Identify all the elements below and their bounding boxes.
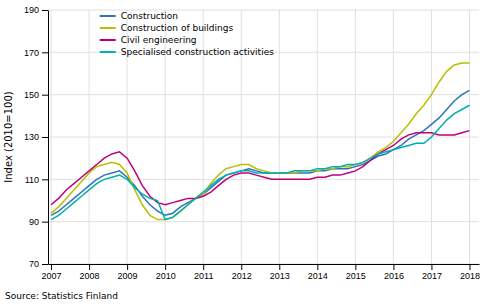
tick-mark (42, 137, 48, 138)
grid-line (48, 10, 479, 11)
axis-line (49, 264, 480, 265)
plot: 2007 2008 2009 2010 2011 2012 2013 2014 2015 2016… (3, 5, 480, 281)
tick-mark (431, 264, 432, 270)
tick-mark (42, 179, 48, 180)
legend-label: Specialised construction activities (121, 47, 274, 57)
tick-mark (393, 264, 394, 270)
tick: 2009 (118, 264, 138, 281)
tick-label: 2015 (346, 271, 366, 281)
tick-label: 2014 (308, 271, 328, 281)
tick-label: 190 (24, 5, 39, 15)
tick-label: 110 (25, 175, 39, 185)
line (51, 105, 469, 219)
y-axis-label: Index (2010=100) (3, 91, 14, 183)
tick-label: 2017 (422, 271, 442, 281)
tick: 2016 (384, 264, 404, 281)
chart: 2007 2008 2009 2010 2011 2012 2013 2014 2015 2016… (0, 0, 493, 304)
tick-label: 70 (29, 259, 39, 269)
tick: 2014 (308, 264, 328, 281)
grid-line (48, 94, 479, 95)
tick-mark (165, 264, 166, 270)
line (51, 90, 469, 215)
tick-label: 2013 (270, 271, 290, 281)
tick-label: 2008 (80, 271, 100, 281)
grid-line (89, 10, 90, 264)
tick: 70 (29, 259, 48, 269)
tick: 2008 (80, 264, 100, 281)
tick-mark (51, 264, 52, 270)
lines (51, 63, 469, 220)
tick: 2018 (460, 264, 480, 281)
tick: 2013 (270, 264, 290, 281)
grid-line (48, 264, 479, 265)
legend-swatch (100, 39, 116, 41)
tick-label: 2016 (384, 271, 404, 281)
source: Source: Statistics Finland (5, 291, 118, 301)
tick: 170 (24, 48, 48, 58)
legend-label: Construction (121, 11, 178, 21)
tick-mark (241, 264, 242, 270)
legend-label: Construction of buildings (121, 23, 234, 33)
tick-mark (127, 264, 128, 270)
grid-line (48, 179, 479, 180)
tick-label: 2018 (460, 271, 480, 281)
tick-mark (203, 264, 204, 270)
tick-mark (42, 95, 48, 96)
legend-item: Construction of buildings (100, 23, 234, 33)
legend-item: Specialised construction activities (100, 47, 274, 57)
legend-swatch (100, 27, 116, 29)
tick: 130 (24, 132, 48, 142)
grid-line (355, 10, 356, 264)
axis-line (48, 11, 49, 265)
grid-line (51, 10, 52, 264)
tick: 2017 (422, 264, 442, 281)
legend: Construction Construction of buildings Civ… (100, 11, 274, 57)
tick-label: 2007 (42, 271, 62, 281)
line (51, 131, 469, 205)
tick: 2010 (156, 264, 176, 281)
tick: 190 (24, 5, 48, 15)
tick: 150 (24, 90, 48, 100)
tick-label: 90 (29, 217, 39, 227)
grid-line (393, 10, 394, 264)
tick-mark (42, 52, 48, 53)
tick-label: 2009 (118, 271, 138, 281)
grid-line (279, 10, 280, 264)
tick-mark (42, 222, 48, 223)
tick-label: 150 (24, 90, 39, 100)
tick: 2012 (232, 264, 252, 281)
grid-line (317, 10, 318, 264)
legend-item: Construction (100, 11, 178, 21)
legend-item: Civil engineering (100, 35, 197, 45)
x-axis: 2007 2008 2009 2010 2011 2012 2013 2014 2015 2016… (42, 264, 480, 281)
grid-line (469, 10, 470, 264)
grid-line (48, 221, 479, 222)
tick: 90 (29, 217, 48, 227)
tick-label: 170 (24, 48, 39, 58)
tick-mark (279, 264, 280, 270)
grid (48, 10, 479, 264)
tick-label: 130 (24, 132, 39, 142)
tick-mark (469, 264, 470, 270)
legend-swatch (100, 51, 116, 53)
tick-mark (317, 264, 318, 270)
tick-mark (89, 264, 90, 270)
y-axis: 70 90 110 130 150 170 190 (24, 5, 49, 269)
tick-label: 2012 (232, 271, 252, 281)
tick-label: 2010 (156, 271, 176, 281)
tick-mark (42, 264, 48, 265)
legend-swatch (100, 15, 116, 17)
tick: 2007 (42, 264, 62, 281)
tick: 2011 (194, 264, 213, 281)
tick-label: 2011 (194, 271, 213, 281)
tick-mark (42, 10, 48, 11)
tick: 2015 (346, 264, 366, 281)
line (51, 63, 469, 220)
legend-label: Civil engineering (121, 35, 197, 45)
tick-mark (355, 264, 356, 270)
tick: 110 (25, 175, 48, 185)
